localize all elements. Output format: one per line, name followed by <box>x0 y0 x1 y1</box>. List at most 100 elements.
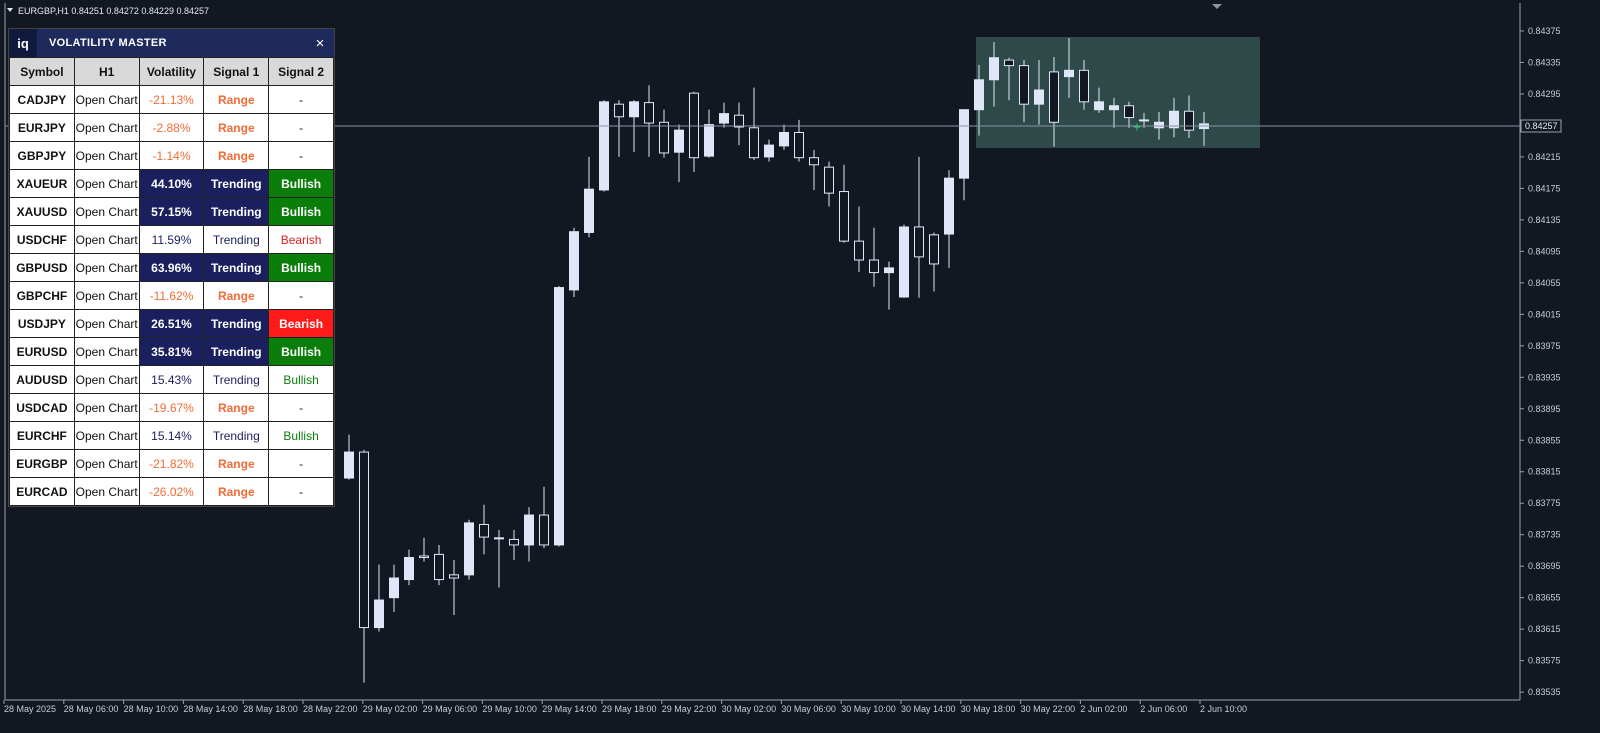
candle-body <box>389 577 399 599</box>
x-tick-label: 30 May 06:00 <box>781 704 836 714</box>
candle-body <box>479 523 489 538</box>
column-header: Signal 2 <box>268 57 334 86</box>
signal2-cell: - <box>268 113 334 142</box>
x-tick-label: 28 May 22:00 <box>303 704 358 714</box>
x-tick-label: 29 May 14:00 <box>542 704 597 714</box>
y-tick-label: 0.83735 <box>1528 530 1561 540</box>
open-chart-link[interactable]: Open Chart <box>73 309 140 338</box>
volatility-cell: 63.96% <box>138 253 205 282</box>
candle-body <box>1109 105 1119 111</box>
candle-body <box>539 514 549 546</box>
volatility-cell: 15.43% <box>138 365 205 394</box>
candle-body <box>644 102 654 124</box>
candle-body <box>524 514 534 546</box>
signal2-cell: Bearish <box>268 309 334 338</box>
signal2-cell: Bullish <box>268 421 334 450</box>
signal2-cell: - <box>268 141 334 170</box>
y-tick-label: 0.83535 <box>1528 687 1561 697</box>
candle-body <box>1124 105 1134 119</box>
panel-titlebar: iq VOLATILITY MASTER × <box>9 29 334 57</box>
open-chart-link[interactable]: Open Chart <box>73 393 140 422</box>
panel-title: VOLATILITY MASTER <box>49 37 167 49</box>
open-chart-link[interactable]: Open Chart <box>73 337 140 366</box>
signal2-cell: Bullish <box>268 197 334 226</box>
x-tick-label: 29 May 22:00 <box>662 704 717 714</box>
table-row: EURCAD Open Chart -26.02% Range - <box>9 477 334 506</box>
candle-body <box>854 240 864 261</box>
x-tick-label: 30 May 02:00 <box>722 704 777 714</box>
y-tick-label: 0.83615 <box>1528 624 1561 634</box>
symbol-cell: XAUUSD <box>9 197 75 226</box>
signal2-cell: Bullish <box>268 365 334 394</box>
column-header: Volatility <box>138 57 205 86</box>
candle-body <box>929 234 939 265</box>
symbol-info: EURGBP,H1 0.84251 0.84272 0.84229 0.8425… <box>18 6 209 16</box>
candle-body <box>554 287 564 546</box>
symbol-cell: XAUEUR <box>9 169 75 198</box>
candle-body <box>734 114 744 128</box>
signal1-cell: Trending <box>203 365 270 394</box>
y-tick-label: 0.84375 <box>1528 26 1561 36</box>
y-tick-label: 0.83895 <box>1528 404 1561 414</box>
signal2-cell: Bullish <box>268 169 334 198</box>
table-row: USDCAD Open Chart -19.67% Range - <box>9 393 334 422</box>
y-tick-label: 0.84015 <box>1528 309 1561 319</box>
open-chart-link[interactable]: Open Chart <box>73 477 140 506</box>
column-header: Symbol <box>9 57 75 86</box>
open-chart-link[interactable]: Open Chart <box>73 421 140 450</box>
y-tick-label: 0.84055 <box>1528 278 1561 288</box>
signal1-cell: Range <box>203 449 270 478</box>
candle-body <box>869 259 879 274</box>
menu-arrow[interactable] <box>7 8 13 12</box>
signal2-cell: Bearish <box>268 225 334 254</box>
open-chart-link[interactable]: Open Chart <box>73 365 140 394</box>
candle-body <box>509 538 519 546</box>
signal2-cell: Bullish <box>268 337 334 366</box>
x-tick-label: 2 Jun 10:00 <box>1200 704 1247 714</box>
signal1-cell: Range <box>203 113 270 142</box>
close-button[interactable]: × <box>315 34 325 52</box>
open-chart-link[interactable]: Open Chart <box>73 85 140 114</box>
table-row: USDCHF Open Chart 11.59% Trending Bearish <box>9 225 334 254</box>
x-tick-label: 28 May 2025 <box>4 704 56 714</box>
table-row: GBPJPY Open Chart -1.14% Range - <box>9 141 334 170</box>
x-tick-label: 28 May 06:00 <box>64 704 119 714</box>
x-tick-label: 2 Jun 02:00 <box>1080 704 1127 714</box>
candle-body <box>824 166 834 194</box>
volatility-cell: -1.14% <box>138 141 205 170</box>
open-chart-link[interactable]: Open Chart <box>73 449 140 478</box>
y-tick-label: 0.84335 <box>1528 57 1561 67</box>
open-chart-link[interactable]: Open Chart <box>73 197 140 226</box>
open-chart-link[interactable]: Open Chart <box>73 225 140 254</box>
candle-body <box>884 267 894 274</box>
current-price-label: 0.84257 <box>1525 121 1558 131</box>
x-tick-label: 29 May 10:00 <box>482 704 537 714</box>
symbol-cell: EURCAD <box>9 477 75 506</box>
candle-body <box>959 109 969 179</box>
open-chart-link[interactable]: Open Chart <box>73 169 140 198</box>
x-tick-label: 30 May 14:00 <box>901 704 956 714</box>
candle-body <box>1064 69 1074 78</box>
open-chart-link[interactable]: Open Chart <box>73 113 140 142</box>
volatility-cell: -19.67% <box>138 393 205 422</box>
logo: iq <box>9 29 37 57</box>
open-chart-link[interactable]: Open Chart <box>73 253 140 282</box>
x-tick-label: 28 May 18:00 <box>243 704 298 714</box>
volatility-cell: -2.88% <box>138 113 205 142</box>
x-tick-label: 30 May 18:00 <box>961 704 1016 714</box>
candle-body <box>1004 59 1014 67</box>
y-tick-label: 0.83815 <box>1528 467 1561 477</box>
y-tick-label: 0.84295 <box>1528 89 1561 99</box>
signal1-cell: Trending <box>203 197 270 226</box>
signal2-cell: - <box>268 477 334 506</box>
open-chart-link[interactable]: Open Chart <box>73 281 140 310</box>
candle-body <box>419 555 429 559</box>
y-tick-label: 0.83935 <box>1528 372 1561 382</box>
y-tick-label: 0.83855 <box>1528 435 1561 445</box>
open-chart-link[interactable]: Open Chart <box>73 141 140 170</box>
symbol-cell: EURJPY <box>9 113 75 142</box>
candle-body <box>689 92 699 159</box>
volatility-cell: -26.02% <box>138 477 205 506</box>
symbol-cell: EURCHF <box>9 421 75 450</box>
